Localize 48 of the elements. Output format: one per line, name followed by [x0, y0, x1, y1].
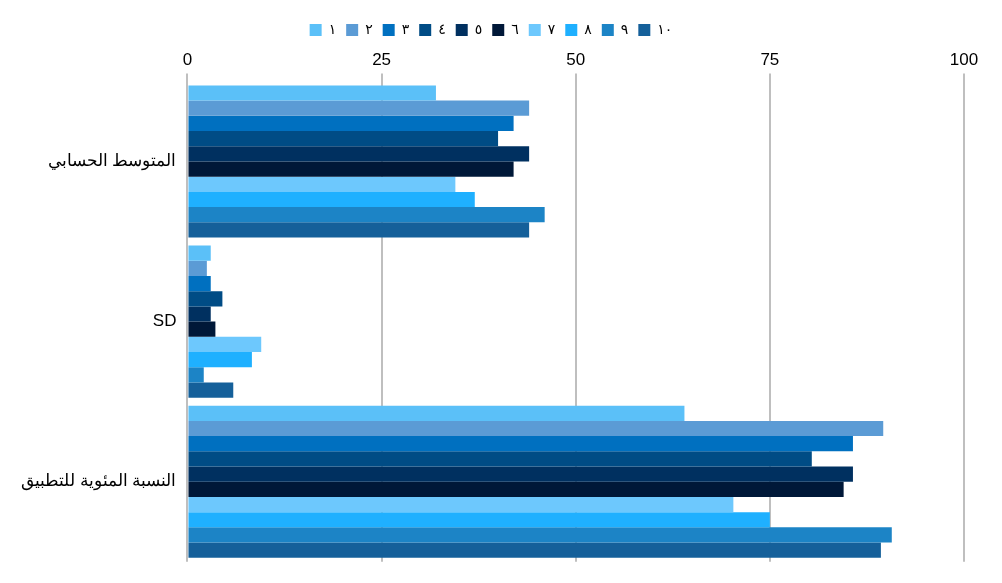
bar [188, 260, 207, 276]
bar [188, 291, 223, 307]
x-tick-label: 25 [372, 49, 392, 69]
legend-label: ٢ [365, 20, 373, 37]
bar [188, 420, 884, 437]
bar [188, 306, 211, 322]
bar [188, 405, 685, 421]
bar [188, 481, 844, 497]
bar [188, 191, 475, 208]
x-tick-label: 75 [760, 49, 780, 69]
bar [188, 352, 252, 368]
bar [188, 451, 812, 467]
bar [188, 512, 770, 528]
legend-label: ٩ [620, 20, 629, 37]
bar [188, 222, 530, 238]
bar [188, 100, 530, 116]
legend-label: ١٠ [657, 20, 673, 37]
bar [188, 382, 234, 398]
y-tick-label: المتوسط الحسابي [47, 151, 177, 172]
bar [188, 131, 499, 147]
legend-label: ٨ [584, 20, 593, 37]
bar [188, 542, 881, 558]
bar [188, 161, 514, 177]
legend-label: ١ [328, 20, 337, 37]
x-tick-label: 100 [949, 49, 979, 69]
y-tick-label: النسبة المئوية للتطبيق [20, 471, 177, 492]
bar [188, 115, 514, 132]
bar [188, 496, 734, 513]
x-tick-label: 50 [566, 49, 586, 69]
bar [188, 436, 853, 452]
legend-label: ٣ [401, 20, 410, 37]
legend-label: ٤ [438, 20, 446, 37]
bar [188, 207, 545, 223]
bar [188, 336, 262, 353]
y-tick-label: SD [152, 311, 177, 331]
legend-label: ٦ [511, 20, 519, 37]
bar [188, 245, 211, 261]
bar [188, 275, 211, 292]
bar [188, 176, 456, 192]
legend-label: ٧ [547, 20, 556, 37]
bar [188, 527, 892, 543]
x-tick-label: 0 [182, 49, 193, 69]
bar [188, 85, 436, 101]
bar [188, 146, 530, 162]
bar [188, 367, 204, 383]
legend-label: ٥ [474, 20, 483, 37]
bar [188, 321, 216, 337]
bar [188, 466, 853, 482]
